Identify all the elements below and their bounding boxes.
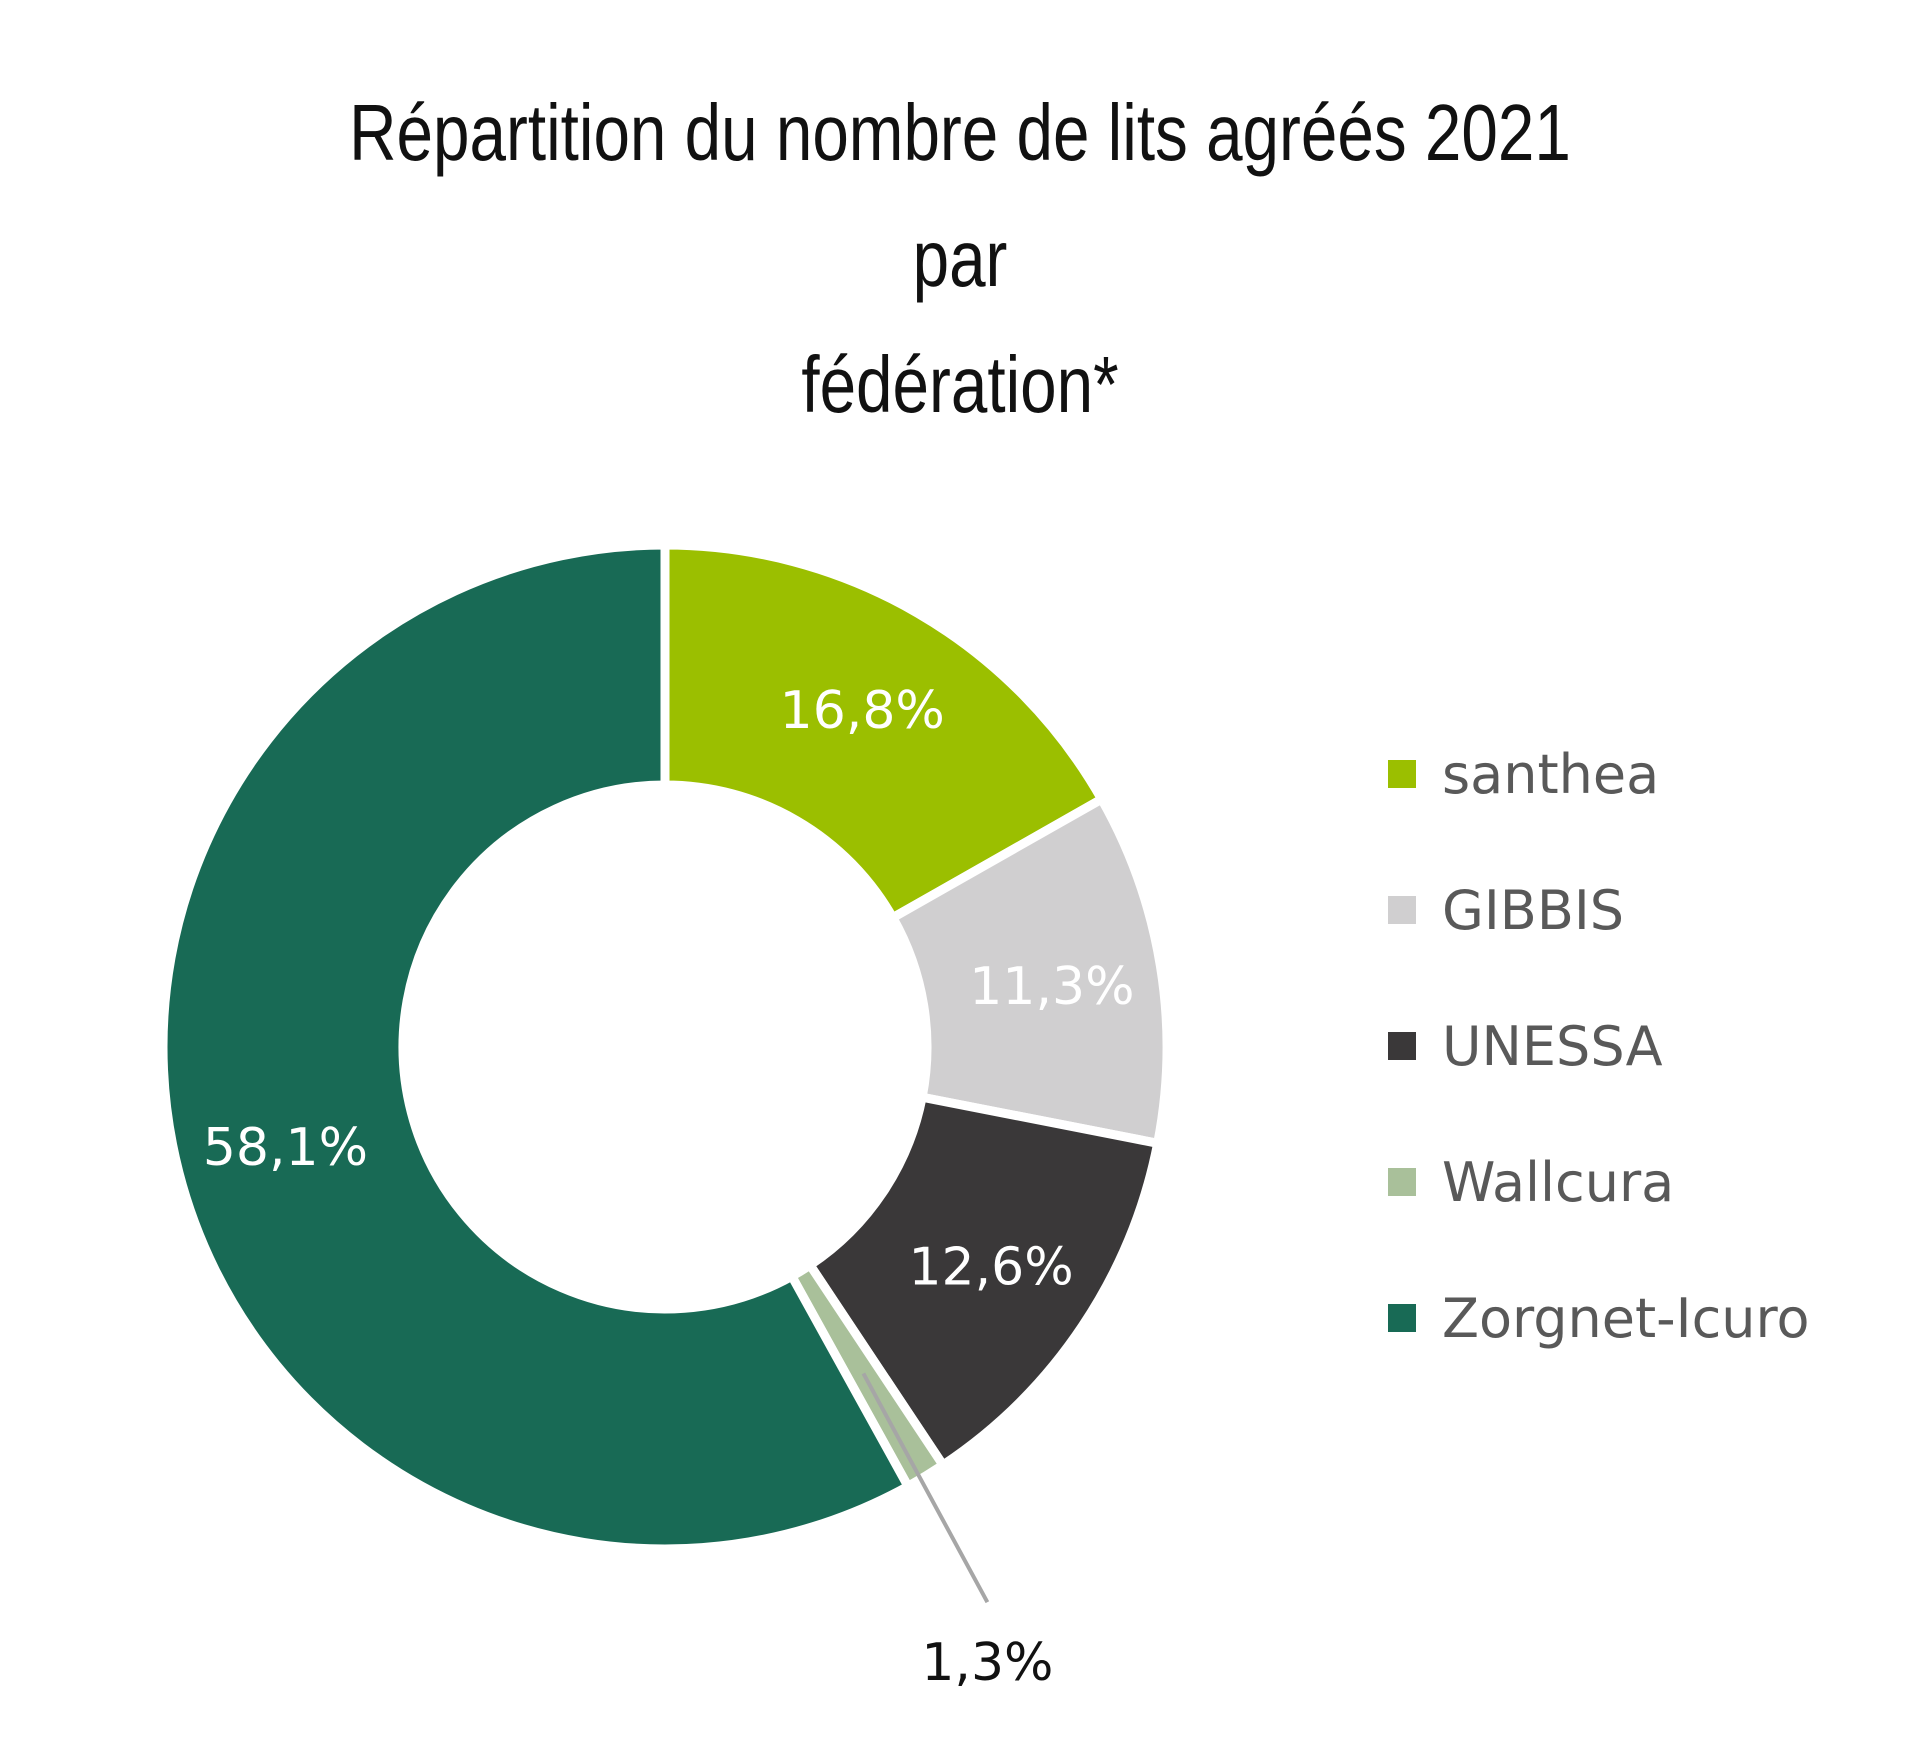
legend-swatch-santhea: [1388, 760, 1416, 788]
legend-item-wallcura: Wallcura: [1388, 1114, 1810, 1250]
data-label-zorgnet-icuro: 58,1%: [203, 1118, 368, 1178]
chart-title-line-2: fédération*: [801, 340, 1119, 429]
legend-swatch-gibbis: [1388, 896, 1416, 924]
legend-item-gibbis: GIBBIS: [1388, 842, 1810, 978]
slice-zorgnet-icuro: [158, 540, 915, 1554]
data-label-gibbis: 11,3%: [969, 957, 1134, 1017]
legend-item-santhea: santhea: [1388, 706, 1810, 842]
legend-label-gibbis: GIBBIS: [1442, 878, 1625, 942]
slice-santhea: [660, 540, 1108, 924]
legend-label-santhea: santhea: [1442, 742, 1660, 806]
leader-line-wallcura: [861, 1372, 990, 1604]
legend-swatch-unessa: [1388, 1032, 1416, 1060]
data-label-wallcura: 1,3%: [921, 1633, 1053, 1693]
slice-unessa: [803, 1091, 1163, 1472]
chart-title-line-1: Répartition du nombre de lits agréés 202…: [349, 88, 1571, 303]
slice-gibbis: [886, 793, 1172, 1149]
legend-label-zorgnet-icuro: Zorgnet-Icuro: [1442, 1286, 1810, 1350]
legend-swatch-zorgnet-icuro: [1388, 1304, 1416, 1332]
legend-label-unessa: UNESSA: [1442, 1014, 1663, 1078]
legend-item-zorgnet-icuro: Zorgnet-Icuro: [1388, 1250, 1810, 1386]
legend: santhea GIBBIS UNESSA Wallcura Zorgnet-I…: [1388, 706, 1810, 1386]
legend-swatch-wallcura: [1388, 1168, 1416, 1196]
legend-label-wallcura: Wallcura: [1442, 1150, 1675, 1214]
legend-item-unessa: UNESSA: [1388, 978, 1810, 1114]
data-label-unessa: 12,6%: [908, 1238, 1073, 1298]
chart-title: Répartition du nombre de lits agréés 202…: [304, 70, 1616, 448]
data-label-santhea: 16,8%: [780, 681, 945, 741]
